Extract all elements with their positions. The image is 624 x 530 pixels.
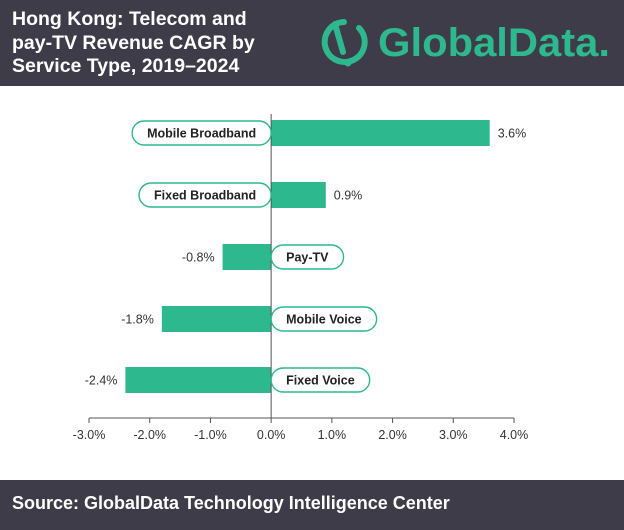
value-label-fixed-voice: -2.4% — [85, 374, 118, 388]
footer-banner: Source: GlobalData Technology Intelligen… — [0, 480, 624, 530]
x-tick-label: -1.0% — [194, 428, 227, 442]
category-pill-mobile-voice — [270, 306, 378, 332]
category-label-pay-tv: Pay-TV — [286, 251, 329, 265]
chart-title-line-1: Hong Kong: Telecom and — [12, 8, 247, 30]
chart-title: Hong Kong: Telecom and pay-TV Revenue CA… — [12, 8, 302, 79]
chart-title-line-2: pay-TV Revenue CAGR by — [12, 31, 255, 54]
x-tick-label: 4.0% — [500, 428, 529, 442]
bar-group — [125, 120, 490, 393]
x-axis: -3.0% -2.0% -1.0% 0.0% 1.0% 2.0% 3.0% 4.0% — [73, 417, 529, 442]
category-label-fixed-broadband: Fixed Broadband — [154, 189, 256, 203]
value-labels: 3.6% 0.9% -0.8% -1.8% -2.4% — [85, 127, 526, 388]
x-tick-label: 3.0% — [439, 428, 468, 442]
x-tick-label: 2.0% — [378, 428, 407, 442]
globaldata-logo-icon — [321, 19, 368, 67]
bar-mobile-voice — [161, 306, 272, 332]
bar-mobile-broadband — [271, 120, 490, 146]
bar-pay-tv — [222, 244, 272, 270]
bar-fixed-voice — [125, 367, 272, 393]
x-tick-label: -3.0% — [73, 428, 106, 442]
value-label-pay-tv: -0.8% — [182, 251, 215, 265]
x-tick-label: -2.0% — [133, 428, 166, 442]
bar-fixed-broadband — [271, 182, 326, 208]
x-tick-label: 1.0% — [318, 428, 347, 442]
category-label-mobile-broadband: Mobile Broadband — [147, 127, 256, 141]
bar-chart: Mobile Broadband Fixed Broadband Pay-TV Mob… — [73, 114, 529, 442]
x-tick-label: 0.0% — [257, 428, 286, 442]
category-label-fixed-voice: Fixed Voice — [286, 374, 355, 388]
category-label-mobile-voice: Mobile Voice — [286, 313, 362, 327]
header-banner: Hong Kong: Telecom and pay-TV Revenue CA… — [0, 0, 624, 86]
chart-title-line-3: Service Type, 2019–2024 — [12, 55, 240, 77]
globaldata-logo: GlobalData. — [321, 19, 610, 67]
source-note: Source: GlobalData Technology Intelligen… — [12, 493, 450, 513]
category-pill-mobile-broadband — [131, 120, 272, 146]
category-pill-pay-tv — [270, 244, 345, 270]
globaldata-logo-text: GlobalData. — [378, 21, 610, 65]
category-pill-fixed-broadband — [138, 182, 272, 208]
value-label-mobile-voice: -1.8% — [121, 313, 154, 327]
value-label-mobile-broadband: 3.6% — [498, 127, 527, 141]
category-pill-fixed-voice — [270, 367, 371, 393]
value-label-fixed-broadband: 0.9% — [334, 189, 363, 203]
category-labels: Mobile Broadband Fixed Broadband Pay-TV Mob… — [131, 120, 378, 393]
